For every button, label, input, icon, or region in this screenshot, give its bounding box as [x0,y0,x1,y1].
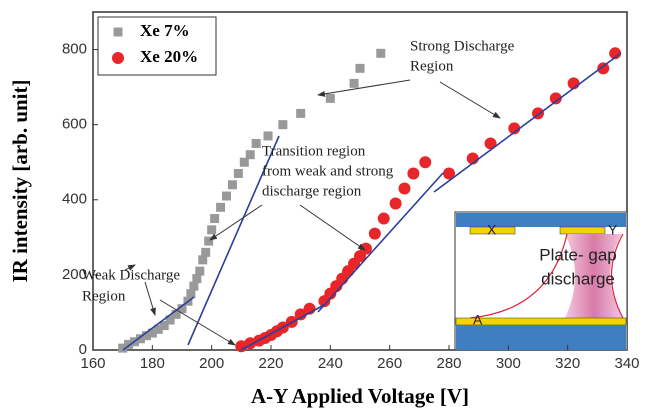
annotation: Region [82,288,126,304]
x-tick-label: 300 [496,355,521,372]
inset-label: A [473,312,483,328]
legend-box [97,16,217,76]
point [204,236,214,246]
point [233,168,243,178]
annotation: Weak Discharge [82,267,180,283]
x-tick-label: 240 [318,355,343,372]
point [189,281,199,291]
point [153,324,163,334]
y-tick-label: 200 [62,266,87,283]
point [147,328,157,338]
point [368,227,381,240]
point [198,255,208,265]
y-axis-label: IR intensity [arb. unit] [8,79,32,282]
point [239,157,249,167]
point [177,304,187,314]
y-tick-label: 0 [79,341,87,358]
point [398,182,411,195]
point [294,308,307,321]
x-tick-label: 260 [377,355,402,372]
legend-label: Xe 7% [140,21,190,40]
point [171,309,181,319]
point [359,242,372,255]
point [192,274,202,284]
inset-label: X [487,222,497,238]
x-tick-label: 320 [555,355,580,372]
annotation: discharge region [262,183,362,199]
point [251,138,261,148]
point [296,108,306,118]
legend-label: Xe 20% [140,47,198,66]
point [195,266,205,276]
annotation: Region [410,58,454,74]
legend: Xe 7% Xe 20% [97,16,217,76]
point [124,339,134,349]
inset-label: Plate- gap [539,245,617,264]
plot-frame [92,11,628,351]
point [227,180,237,190]
point [118,343,128,353]
inset-label: discharge [541,269,615,288]
point [186,289,196,299]
x-tick-label: 180 [140,355,165,372]
point [484,137,497,150]
point [207,225,217,235]
legend-marker [113,27,123,37]
annotation: Strong Discharge [410,38,515,54]
y-tick-label: 600 [62,116,87,133]
point [141,331,151,341]
point [508,122,521,135]
point [349,78,359,88]
point [245,150,255,160]
point [549,92,562,105]
y-tick-label: 800 [62,41,87,58]
x-tick-label: 220 [258,355,283,372]
point [389,197,402,210]
point [325,93,335,103]
point [407,167,420,180]
point [201,247,211,257]
point [210,214,220,224]
point [376,48,386,58]
annotation: from weak and strong [262,163,394,179]
x-tick-label: 340 [614,355,639,372]
point [377,212,390,225]
inset-label: Y [608,222,618,238]
point [222,191,231,201]
annotation: Transition region [262,143,366,159]
point [419,156,432,169]
legend-marker [112,52,124,64]
x-tick-label: 280 [436,355,461,372]
fit-lines [122,52,622,351]
point [165,315,175,325]
point [278,120,288,130]
point [216,202,226,212]
inset [454,211,628,351]
arrows [124,79,501,346]
point [609,47,622,60]
point [135,334,145,344]
point [159,321,169,331]
point [263,131,273,141]
y-tick-label: 400 [62,191,87,208]
point [355,63,365,73]
point [443,167,455,180]
x-tick-label: 160 [80,355,105,372]
point [597,62,610,75]
x-axis-label: A-Y Applied Voltage [V] [251,384,469,408]
x-tick-label: 200 [199,355,224,372]
